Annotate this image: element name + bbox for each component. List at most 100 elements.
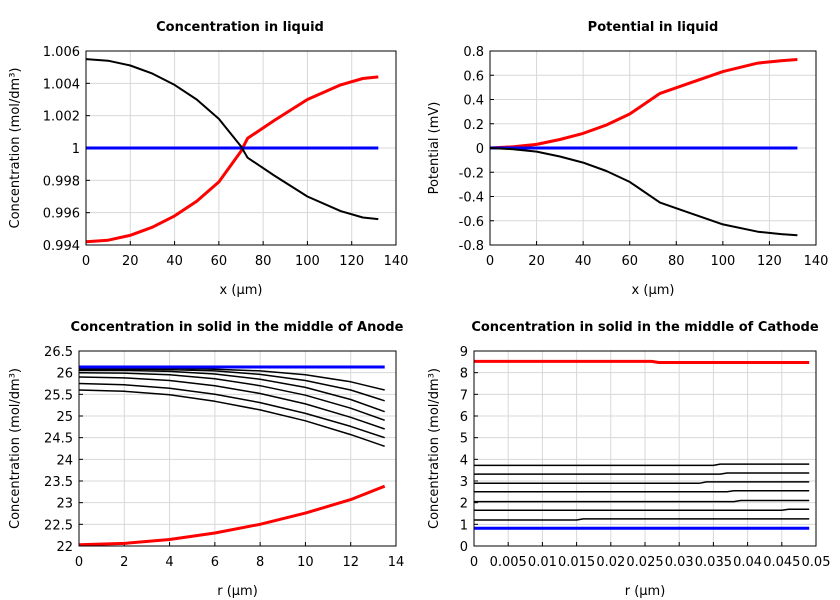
x-tick-label: 80	[668, 254, 685, 269]
series-line-4	[474, 490, 810, 493]
x-tick-label: 0	[486, 254, 494, 269]
y-tick-label: 0.8	[463, 45, 484, 60]
series-line-6	[78, 389, 385, 448]
y-tick-label: 5	[460, 432, 468, 447]
y-tick-label: 0.994	[43, 239, 80, 254]
x-tick-label: 0.03	[665, 555, 694, 570]
chart-title: Concentration in liquid	[156, 20, 324, 35]
x-tick-label: 100	[710, 254, 735, 269]
x-tick-label: 12	[342, 555, 359, 570]
series-line-7	[474, 518, 810, 521]
chart-title: Concentration in solid in the middle of …	[471, 320, 819, 335]
y-tick-label: 2	[460, 497, 468, 512]
y-tick-label: 1.004	[43, 77, 80, 92]
y-tick-label: -0.6	[459, 215, 484, 230]
subplot-1: 0 20 40 60 80 100 120 140 -0.8 -0.6 -0.4 -0.2 0 0.2 0.…	[427, 20, 828, 298]
series-line-6	[474, 508, 810, 512]
x-tick-label: 2	[120, 555, 128, 570]
series-line-2	[85, 58, 379, 221]
y-tick-label: 23	[56, 497, 73, 512]
x-tick-label: 10	[297, 555, 314, 570]
series-line-4	[78, 376, 385, 430]
y-tick-label: 7	[460, 388, 468, 403]
x-tick-label: 0.035	[695, 555, 732, 570]
y-tick-label: 0.998	[43, 174, 80, 189]
y-tick-label: 24	[56, 453, 73, 468]
x-tick-label: 120	[757, 254, 782, 269]
x-axis-label: x (µm)	[220, 283, 263, 298]
y-tick-label: -0.2	[459, 166, 484, 181]
x-tick-label: 0.015	[558, 555, 595, 570]
x-axis-label: x (µm)	[632, 283, 675, 298]
x-tick-label: 0	[75, 555, 83, 570]
x-tick-label: 20	[528, 254, 545, 269]
y-tick-label: 22.5	[44, 518, 73, 533]
subplot-3: 0 0.005 0.01 0.015 0.02 0.025 0.03 0.035 0.04 0.0…	[427, 320, 830, 599]
series-line-3	[474, 481, 810, 484]
x-axis-label: r (µm)	[217, 584, 258, 599]
subplot-2: 0 2 4 6 8 10 12 142222.52323.52424.52525.52626.…	[8, 320, 404, 599]
x-tick-label: 40	[575, 254, 592, 269]
x-tick-label: 140	[804, 254, 829, 269]
x-tick-label: 0	[82, 254, 90, 269]
series-line-2	[489, 147, 798, 237]
y-axis-label: Concentration (mol/dm³)	[8, 68, 23, 229]
series-line-8	[78, 484, 386, 547]
y-tick-label: 6	[460, 410, 468, 425]
x-tick-label: 14	[388, 555, 405, 570]
x-tick-label: 0.05	[802, 555, 831, 570]
subplot-0: 0 20 40 60 80 100 120 140 0.994 0.996 0.998 1 1.002 1…	[8, 20, 408, 298]
x-tick-label: 0.005	[490, 555, 527, 570]
plot-frame	[85, 50, 397, 246]
x-tick-label: 20	[122, 254, 139, 269]
x-tick-label: 0.025	[626, 555, 663, 570]
y-tick-label: 23.5	[44, 475, 73, 490]
y-tick-label: -0.8	[459, 239, 484, 254]
y-tick-label: 24.5	[44, 432, 73, 447]
y-tick-label: 1.002	[43, 110, 80, 125]
x-tick-label: 0.02	[596, 555, 625, 570]
x-tick-label: 0.045	[763, 555, 800, 570]
y-tick-label: 0.2	[463, 118, 484, 133]
y-tick-label: 9	[460, 345, 468, 360]
series-line-1	[79, 368, 385, 402]
y-tick-label: 22	[56, 540, 73, 555]
y-tick-label: 1.006	[43, 45, 80, 60]
series-line-0	[474, 359, 810, 364]
y-tick-label: 25.5	[44, 388, 73, 403]
y-tick-label: 8	[460, 367, 468, 382]
y-tick-label: 0	[476, 142, 484, 157]
x-tick-label: 100	[295, 254, 320, 269]
y-axis-label: Potential (mV)	[427, 102, 442, 195]
y-tick-label: 4	[460, 453, 468, 468]
series-line-2	[79, 369, 385, 413]
x-axis-label: r (µm)	[625, 584, 666, 599]
y-tick-label: 26.5	[44, 345, 73, 360]
series-line-0	[85, 75, 379, 244]
series-line-2	[474, 472, 810, 475]
chart-title: Concentration in solid in the middle of …	[71, 320, 404, 335]
y-axis-label: Concentration (mol/dm³)	[8, 368, 23, 529]
plot-frame	[473, 350, 817, 547]
y-tick-label: 1	[460, 518, 468, 533]
x-tick-label: 80	[255, 254, 272, 269]
series-line-0	[489, 58, 798, 150]
x-tick-label: 140	[384, 254, 409, 269]
y-tick-label: 25	[56, 410, 73, 425]
x-tick-label: 0	[470, 555, 478, 570]
x-tick-label: 0.04	[733, 555, 762, 570]
y-axis-label: Concentration (mol/dm³)	[427, 368, 442, 529]
y-tick-label: 1	[72, 142, 80, 157]
plot-frame	[489, 50, 817, 246]
chart-title: Potential in liquid	[588, 20, 719, 35]
series-line-3	[78, 371, 385, 422]
x-tick-label: 60	[211, 254, 228, 269]
x-tick-label: 120	[339, 254, 364, 269]
y-tick-label: -0.4	[459, 191, 484, 206]
series-line-5	[78, 382, 385, 439]
x-tick-label: 4	[165, 555, 173, 570]
x-tick-label: 8	[256, 555, 264, 570]
y-tick-label: 26	[56, 367, 73, 382]
series-line-1	[474, 463, 810, 467]
